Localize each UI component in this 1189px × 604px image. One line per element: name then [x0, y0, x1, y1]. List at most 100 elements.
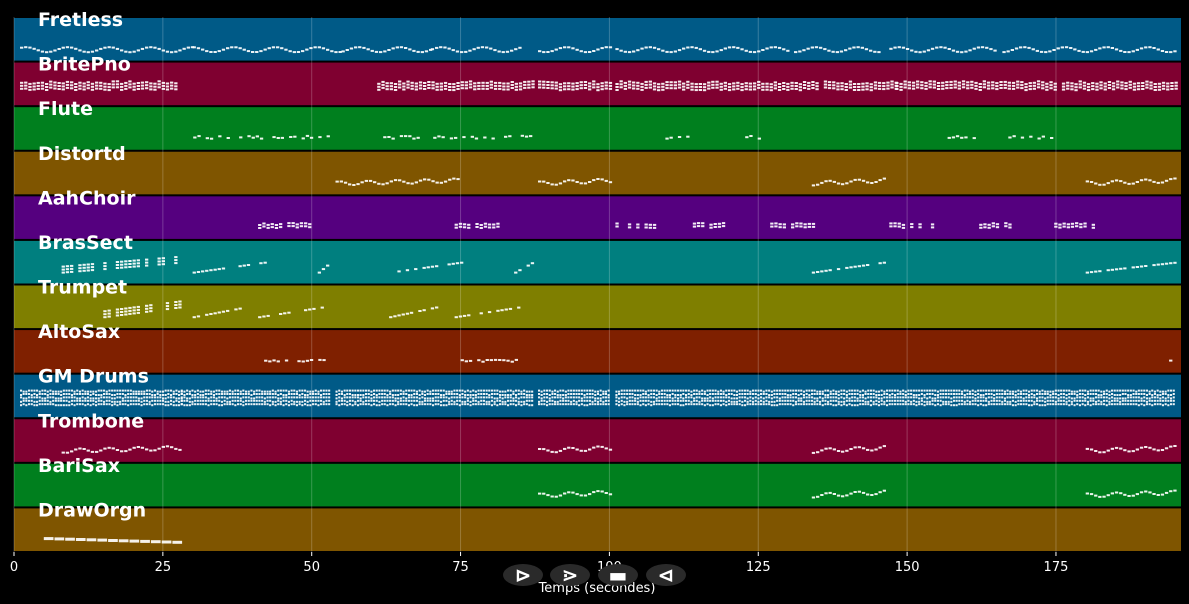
note [351, 396, 354, 399]
note [920, 403, 923, 406]
note [894, 396, 897, 399]
note [636, 49, 640, 52]
note [90, 85, 95, 88]
note [234, 389, 237, 392]
note [523, 400, 526, 403]
note [293, 400, 296, 403]
note [851, 404, 854, 407]
note [836, 88, 840, 91]
note [754, 393, 757, 395]
note [784, 389, 787, 392]
note [1073, 399, 1076, 402]
note [393, 315, 397, 318]
note [121, 389, 124, 392]
note [626, 389, 629, 392]
note [1003, 403, 1006, 406]
note [694, 89, 698, 92]
note [527, 86, 531, 89]
note [460, 87, 464, 90]
note [209, 269, 213, 272]
note [615, 396, 618, 399]
note [435, 46, 439, 49]
note [677, 136, 682, 138]
note [618, 393, 621, 395]
note [978, 86, 982, 88]
forward-button[interactable]: ⋗ [550, 563, 590, 587]
note [784, 393, 787, 395]
x-tick-label: 25 [155, 560, 172, 575]
note [140, 400, 143, 403]
note [778, 399, 781, 402]
note [247, 390, 250, 393]
note [1124, 399, 1127, 402]
note [149, 307, 153, 310]
note [73, 390, 76, 393]
note [28, 88, 32, 91]
note [554, 48, 558, 51]
note [115, 47, 120, 50]
note [1024, 83, 1028, 86]
note [1068, 393, 1071, 395]
stop-button[interactable]: ▬ [598, 563, 638, 587]
note [397, 270, 401, 273]
note [856, 389, 859, 392]
note [845, 266, 849, 269]
note [897, 46, 901, 49]
note [686, 80, 690, 83]
note [982, 80, 986, 83]
note [682, 389, 685, 392]
note [365, 403, 368, 406]
note [279, 226, 283, 229]
note [460, 81, 464, 84]
note [608, 81, 613, 84]
note [719, 88, 723, 91]
note [105, 393, 108, 395]
note [325, 396, 328, 399]
rewind-button[interactable]: ⊲ [646, 563, 686, 587]
note [156, 396, 159, 399]
play-button[interactable]: ⊳ [503, 563, 543, 587]
note [1049, 84, 1053, 87]
note [489, 80, 493, 83]
note [314, 403, 317, 406]
note [1124, 85, 1128, 88]
note [991, 222, 995, 225]
note [437, 399, 440, 402]
note [151, 399, 154, 402]
note [44, 397, 47, 400]
note [899, 399, 902, 402]
note [32, 88, 36, 91]
note-segment [192, 307, 242, 319]
note [408, 48, 412, 51]
note [1074, 83, 1078, 86]
note [429, 403, 432, 406]
note [237, 393, 240, 395]
note [732, 85, 736, 88]
note [578, 393, 581, 395]
note [368, 179, 373, 182]
note [509, 394, 512, 396]
note [209, 313, 213, 315]
note [970, 83, 974, 86]
note [78, 84, 82, 87]
track-notes [538, 489, 1177, 499]
note [492, 223, 496, 226]
note [910, 49, 914, 52]
note [188, 400, 191, 403]
note [196, 403, 199, 406]
note [608, 87, 613, 90]
note [473, 88, 477, 91]
note [935, 46, 939, 49]
note [1148, 446, 1152, 449]
note [627, 51, 632, 54]
note [579, 87, 583, 90]
note [1153, 83, 1157, 85]
note [958, 393, 961, 395]
note [253, 393, 256, 395]
note [607, 403, 610, 406]
note [196, 399, 199, 402]
note [172, 400, 175, 403]
note [886, 87, 890, 90]
note [990, 396, 993, 399]
note [794, 51, 798, 54]
